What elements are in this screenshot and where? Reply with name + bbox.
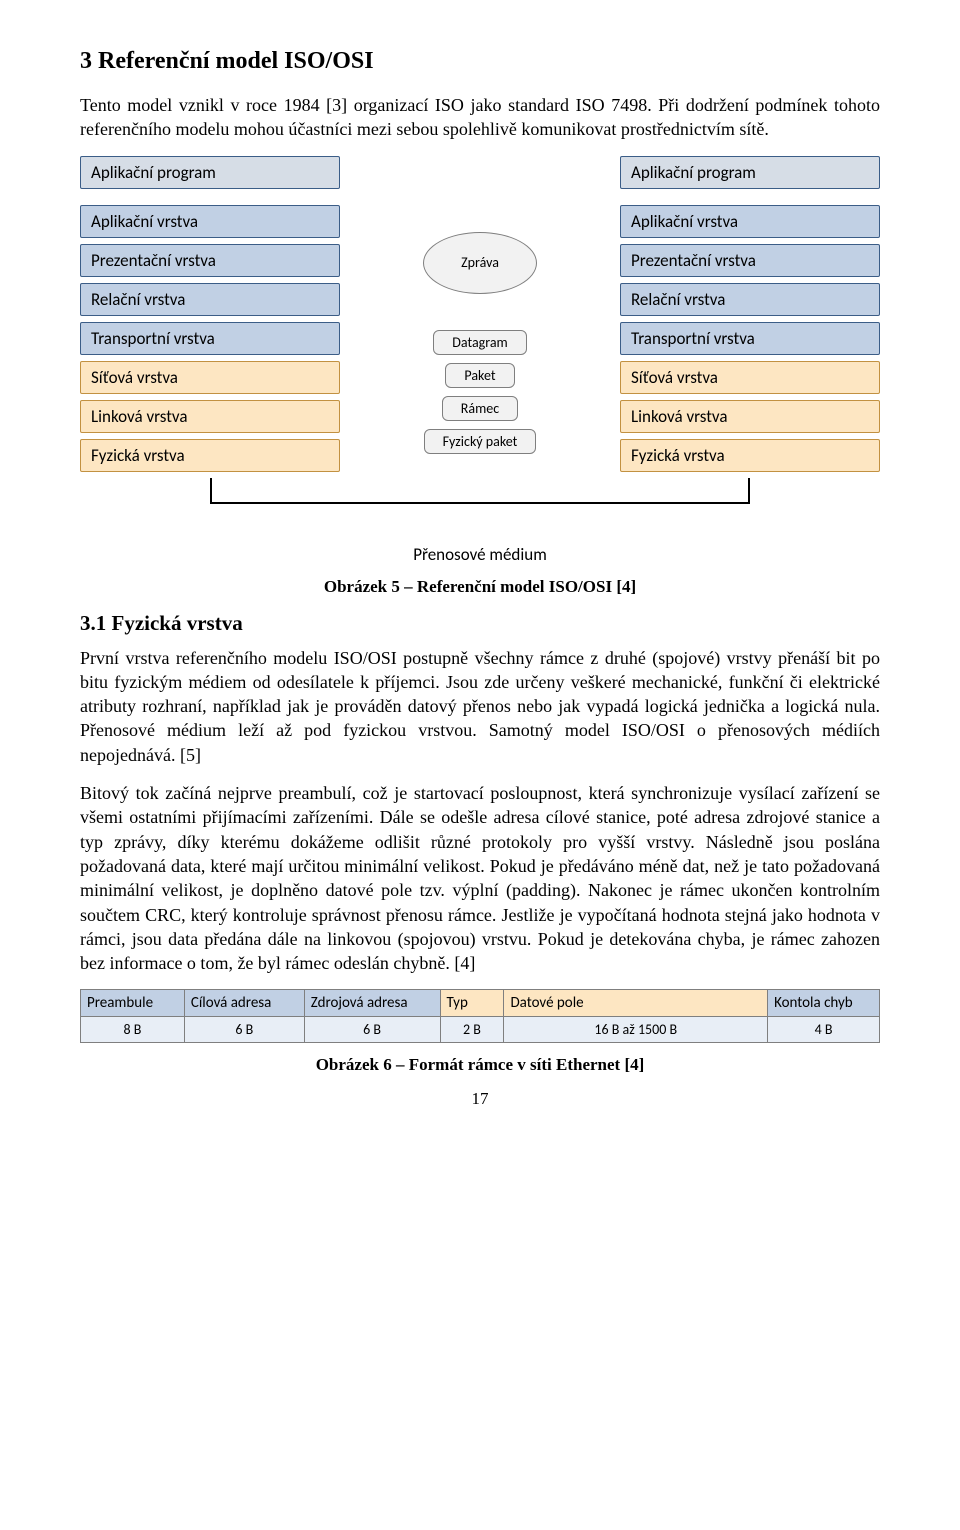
osi-layer-left-6: Fyzická vrstva [80, 439, 340, 472]
osi-pdu-2: Paket [445, 363, 514, 388]
osi-layer-left-4: Síťová vrstva [80, 361, 340, 394]
osi-right-column: Aplikační program Aplikační vrstva Prezen… [620, 156, 880, 472]
osi-diagram: Aplikační program Aplikační vrstva Prezen… [80, 156, 880, 565]
paragraph-1: První vrstva referenčního modelu ISO/OSI… [80, 646, 880, 767]
caption-osi: Obrázek 5 – Referenční model ISO/OSI [4] [80, 577, 880, 597]
osi-layer-right-6: Fyzická vrstva [620, 439, 880, 472]
osi-connector [80, 478, 880, 504]
frame-col-size-3: 2 B [440, 1017, 504, 1043]
intro-paragraph: Tento model vznikl v roce 1984 [3] organ… [80, 93, 880, 142]
frame-col-size-1: 6 B [184, 1017, 304, 1043]
frame-sizes-row: 8 B6 B6 B2 B16 B až 1500 B4 B [81, 1017, 880, 1043]
osi-layer-right-3: Transportní vrstva [620, 322, 880, 355]
frame-col-label-3: Typ [440, 990, 504, 1017]
section-heading: 3 Referenční model ISO/OSI [80, 48, 880, 75]
frame-diagram: PreambuleCílová adresaZdrojová adresaTyp… [80, 989, 880, 1043]
frame-col-label-0: Preambule [81, 990, 185, 1017]
osi-pdu-0: Zpráva [423, 232, 537, 294]
osi-pdu-3: Rámec [442, 396, 518, 421]
osi-layer-right-0: Aplikační vrstva [620, 205, 880, 238]
osi-middle-column: Zpráva Datagram Paket Rámec Fyzický paket [364, 156, 596, 472]
osi-layer-left-2: Relační vrstva [80, 283, 340, 316]
frame-col-label-4: Datové pole [504, 990, 768, 1017]
osi-layer-left-0: Aplikační vrstva [80, 205, 340, 238]
frame-col-label-5: Kontola chyb [768, 990, 880, 1017]
frame-col-label-2: Zdrojová adresa [304, 990, 440, 1017]
osi-left-column: Aplikační program Aplikační vrstva Prezen… [80, 156, 340, 472]
frame-col-size-2: 6 B [304, 1017, 440, 1043]
osi-app-box-right: Aplikační program [620, 156, 880, 189]
frame-col-size-4: 16 B až 1500 B [504, 1017, 768, 1043]
frame-col-label-1: Cílová adresa [184, 990, 304, 1017]
subsection-heading: 3.1 Fyzická vrstva [80, 611, 880, 636]
page-number: 17 [80, 1089, 880, 1109]
osi-layer-left-1: Prezentační vrstva [80, 244, 340, 277]
frame-col-size-5: 4 B [768, 1017, 880, 1043]
osi-medium-label: Přenosové médium [80, 544, 880, 565]
osi-pdu-1: Datagram [433, 330, 527, 355]
frame-labels-row: PreambuleCílová adresaZdrojová adresaTyp… [81, 990, 880, 1017]
osi-layer-right-2: Relační vrstva [620, 283, 880, 316]
osi-layer-left-3: Transportní vrstva [80, 322, 340, 355]
osi-layer-right-4: Síťová vrstva [620, 361, 880, 394]
osi-layer-right-5: Linková vrstva [620, 400, 880, 433]
frame-col-size-0: 8 B [81, 1017, 185, 1043]
paragraph-2: Bitový tok začíná nejprve preambulí, což… [80, 781, 880, 975]
osi-layer-left-5: Linková vrstva [80, 400, 340, 433]
osi-pdu-4: Fyzický paket [424, 429, 537, 454]
osi-app-box-left: Aplikační program [80, 156, 340, 189]
osi-layer-right-1: Prezentační vrstva [620, 244, 880, 277]
caption-frame: Obrázek 6 – Formát rámce v síti Ethernet… [80, 1055, 880, 1075]
